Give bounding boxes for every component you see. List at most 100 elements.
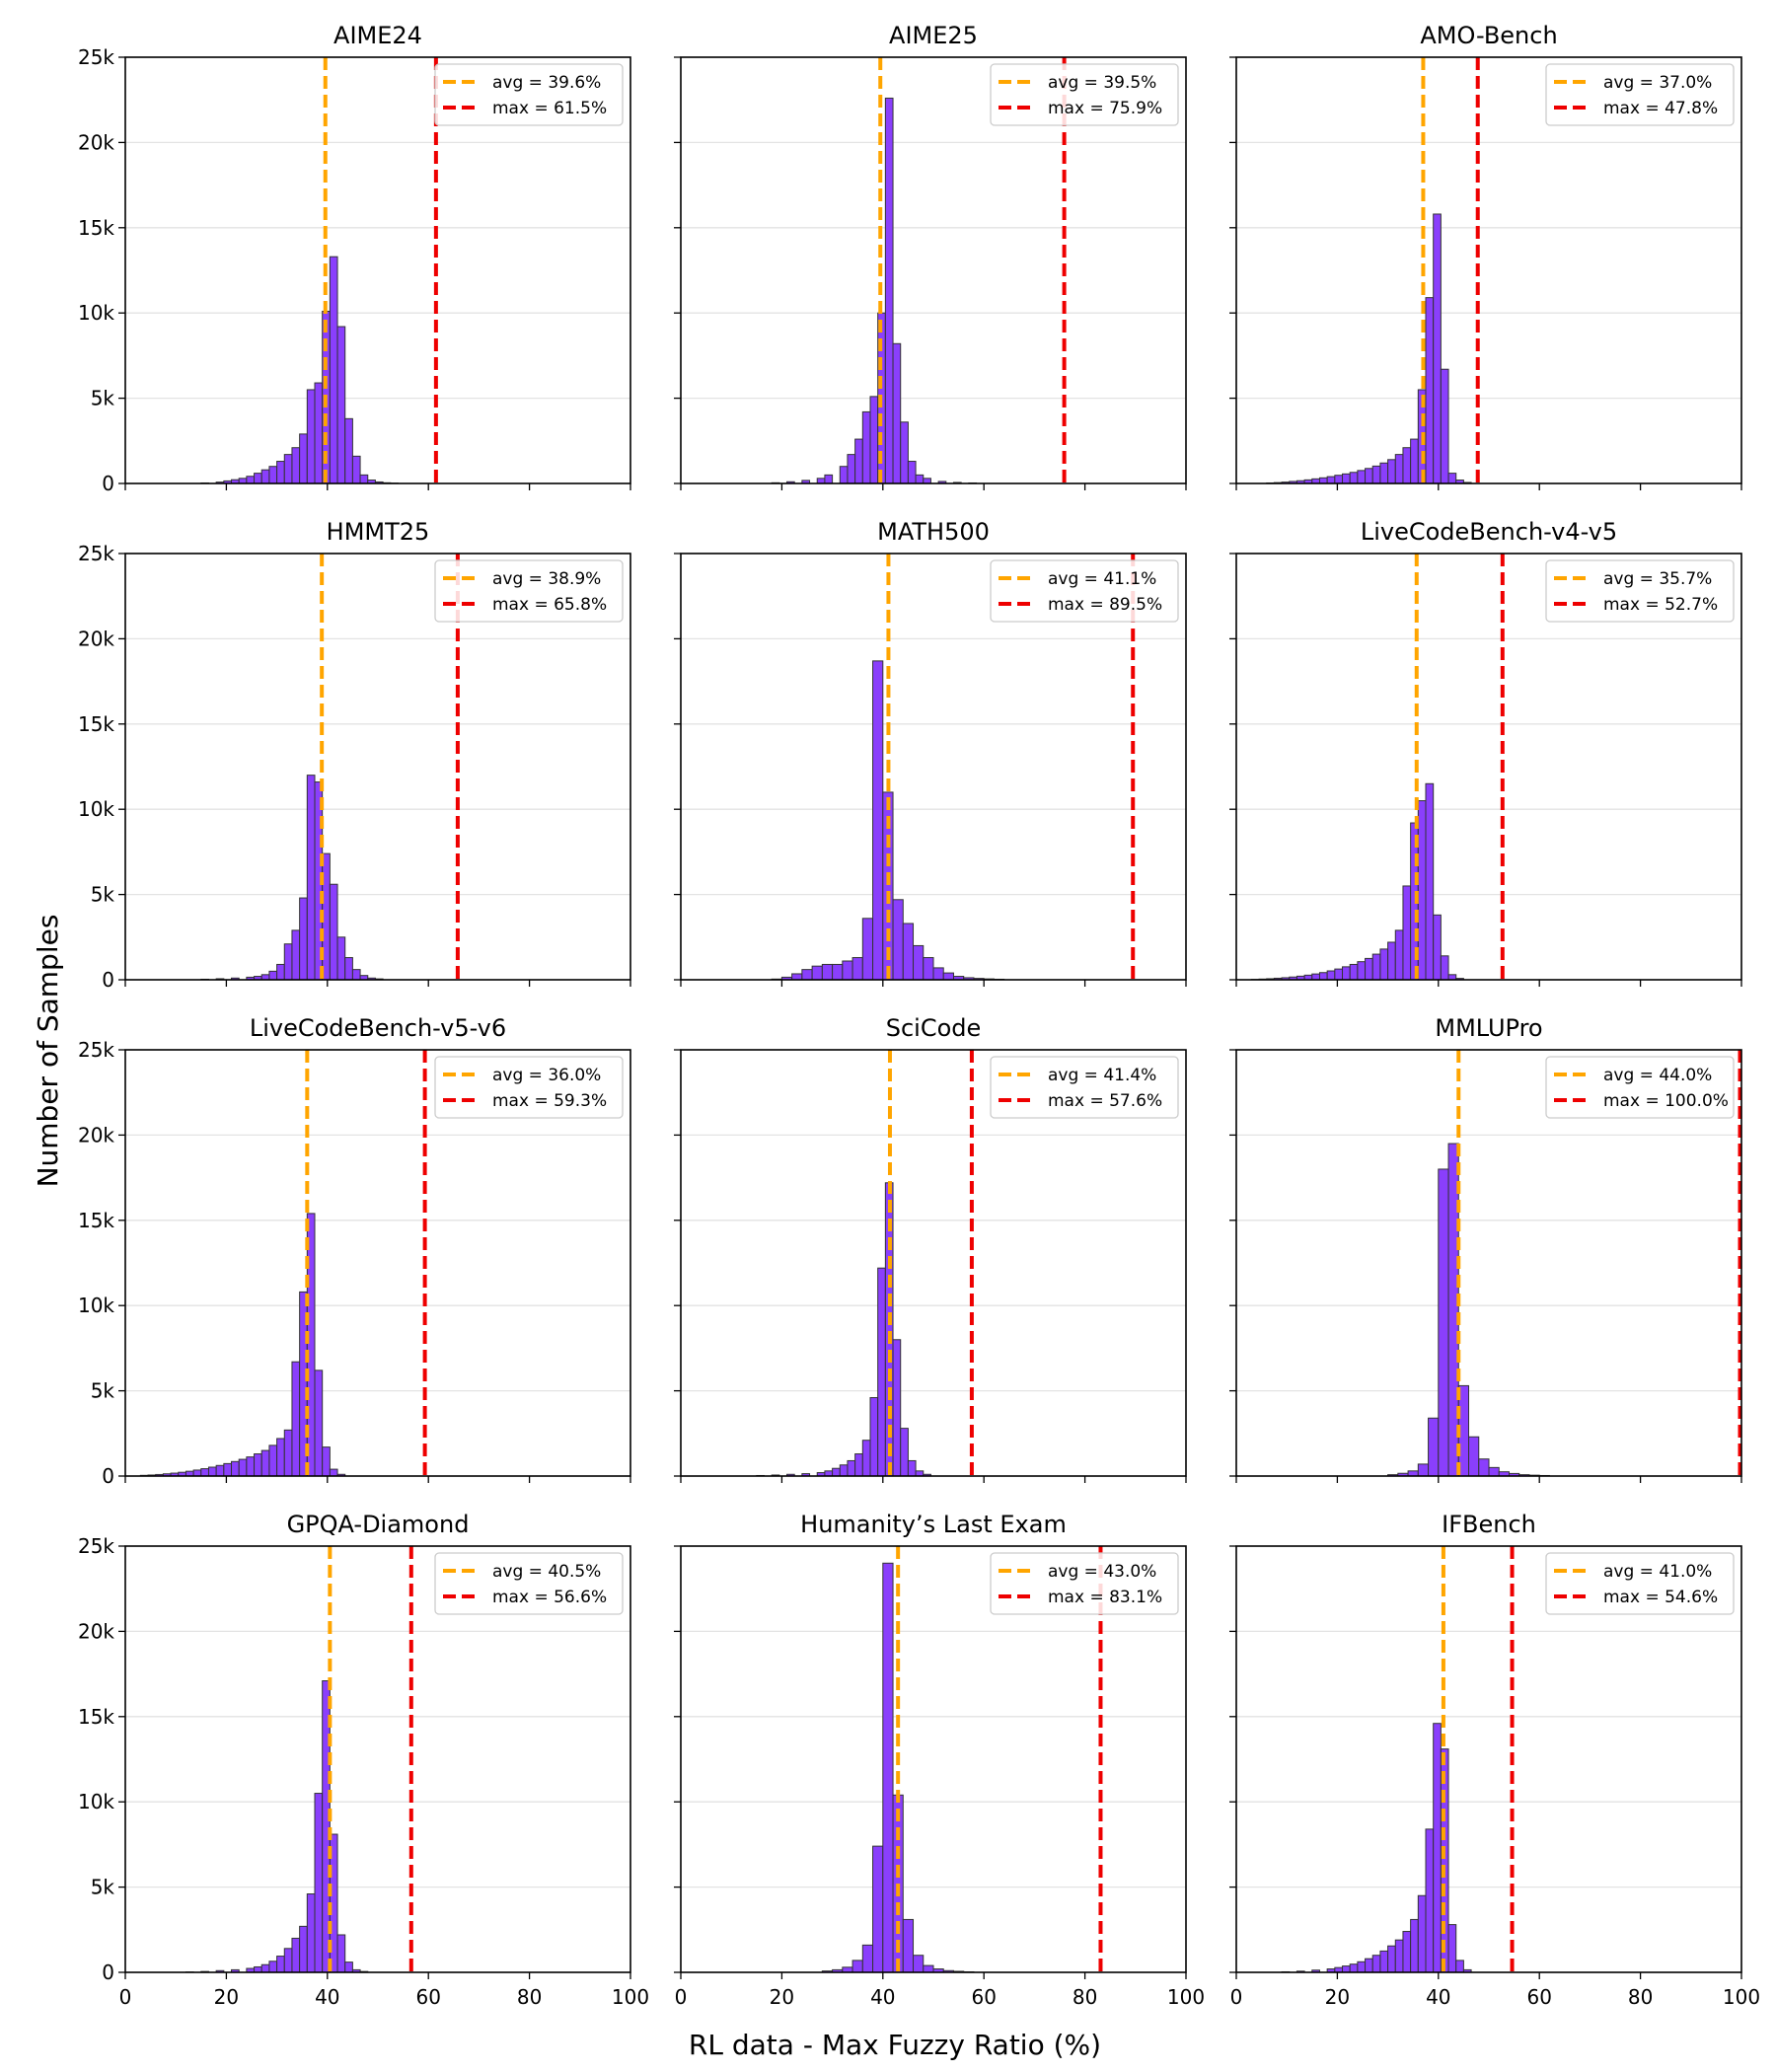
histogram-bar: [1417, 1894, 1427, 1972]
panel-title: MMLUPro: [1435, 1014, 1542, 1042]
histogram-bar: [1365, 957, 1373, 980]
histogram-bar: [832, 963, 844, 980]
histogram-bar: [1433, 213, 1442, 483]
histogram-bar: [283, 454, 293, 483]
histogram-bar: [824, 474, 834, 483]
histogram-bar: [942, 972, 954, 980]
histogram-bar: [791, 973, 803, 980]
histogram-bar: [223, 1462, 233, 1476]
histogram-bar: [351, 455, 361, 483]
histogram-bar: [847, 454, 856, 483]
histogram-bar: [1326, 476, 1336, 483]
legend: avg = 41.4% max = 57.6%: [990, 1056, 1179, 1119]
histogram-bar: [231, 1460, 240, 1476]
histogram-bar: [291, 447, 301, 483]
histogram-bar: [268, 1444, 278, 1476]
bars: [185, 1680, 369, 1972]
axes-frame: [124, 1049, 631, 1477]
histogram-bar: [306, 389, 316, 483]
legend-max-label: max = 56.6%: [492, 1588, 607, 1607]
legend-max-label: max = 83.1%: [1048, 1588, 1162, 1607]
histogram-bar: [336, 1934, 346, 1972]
histogram-bar: [869, 1397, 879, 1476]
axes-frame: [680, 553, 1187, 981]
histogram-bar: [1342, 1965, 1351, 1972]
legend-max-label: max = 65.8%: [492, 595, 607, 615]
legend-box: [990, 63, 1179, 126]
legend-box: [990, 1552, 1179, 1615]
histogram-bar: [861, 1944, 874, 1972]
histogram-bar: [884, 97, 894, 483]
legend-avg-label: avg = 37.0%: [1603, 73, 1712, 93]
figure-x-axis-label: RL data - Max Fuzzy Ratio (%): [689, 2029, 1101, 2061]
histogram-bar: [892, 899, 904, 980]
legend-box: [1545, 1056, 1735, 1119]
y-tick-label: 10k: [78, 1790, 114, 1813]
histogram-bar: [283, 1948, 293, 1972]
y-tick-label: 25k: [78, 1534, 114, 1558]
histogram-bar: [1387, 941, 1396, 980]
histogram-bar: [1478, 1458, 1490, 1476]
histogram-bar: [344, 417, 353, 483]
histogram-bar: [861, 1440, 871, 1476]
axes-frame: [124, 56, 631, 484]
x-tick-label: 40: [1426, 1985, 1450, 2009]
panel-0: AIME24 0 5k 10k 15k 20k 25k avg = 39.6% max = 61…: [78, 22, 631, 495]
legend-box: [434, 559, 624, 623]
panel-9: GPQA-Diamond 0 5k 10k 15k 20k 25k 0 20 40 60 80 100 a…: [78, 1511, 649, 2009]
histogram-bar: [900, 421, 909, 483]
histogram-bar: [238, 1458, 248, 1476]
histogram-bar: [900, 1428, 909, 1476]
x-tick-label: 100: [1167, 1985, 1205, 2009]
histogram-bar: [246, 476, 256, 483]
histogram-bar: [336, 326, 346, 483]
bars: [1281, 1723, 1472, 1972]
histogram-bar: [200, 1468, 209, 1476]
histogram-bar: [299, 897, 308, 980]
legend-avg-label: avg = 41.0%: [1603, 1562, 1712, 1582]
legend-avg-label: avg = 39.5%: [1048, 73, 1156, 93]
axes-frame: [1235, 1049, 1742, 1477]
y-tick-label: 5k: [91, 387, 115, 410]
y-tick-label: 25k: [78, 542, 114, 565]
legend-max-label: max = 89.5%: [1048, 595, 1162, 615]
histogram-bar: [254, 1453, 262, 1476]
y-tick-label: 0: [102, 1464, 114, 1488]
histogram-bar: [260, 1449, 270, 1476]
histogram-bar: [932, 967, 944, 980]
legend-max-label: max = 57.6%: [1048, 1091, 1162, 1111]
legend: avg = 43.0% max = 83.1%: [990, 1552, 1179, 1615]
histogram-bar: [1349, 472, 1359, 483]
histogram-bar: [246, 1456, 256, 1476]
panel-7: SciCode avg = 41.4% max = 57.6%: [674, 1014, 1187, 1483]
panel-1: AIME25 avg = 39.5% max = 75.9%: [674, 22, 1187, 490]
histogram-bar: [915, 1470, 925, 1476]
y-tick-label: 20k: [78, 130, 114, 154]
x-tick-label: 20: [770, 1985, 794, 2009]
x-tick-label: 20: [1325, 1985, 1350, 2009]
panel-title: LiveCodeBench-v4-v5: [1361, 518, 1617, 546]
histogram-bar: [336, 936, 346, 980]
x-tick-label: 40: [870, 1985, 895, 2009]
legend: avg = 40.5% max = 56.6%: [434, 1552, 624, 1615]
histogram-bar: [861, 918, 874, 980]
panel-8: MMLUPro avg = 44.0% max = 100.0%: [1229, 1014, 1742, 1483]
histogram-bar: [902, 923, 915, 980]
histogram-bar: [913, 1955, 925, 1972]
y-tick-label: 10k: [78, 1294, 114, 1317]
histogram-bar: [923, 478, 931, 483]
histogram-bar: [872, 660, 884, 980]
histogram-bar: [869, 396, 879, 483]
legend: avg = 37.0% max = 47.8%: [1545, 63, 1735, 126]
y-tick-label: 5k: [91, 883, 115, 907]
histogram-bar: [344, 1961, 353, 1972]
histogram-bar: [1417, 1463, 1430, 1476]
histogram-bar: [260, 469, 270, 483]
histogram-bar: [923, 1964, 934, 1972]
histogram-bar: [276, 1438, 285, 1476]
histogram-bar: [192, 1469, 202, 1476]
panel-title: IFBench: [1442, 1511, 1536, 1538]
legend-avg-label: avg = 40.5%: [492, 1562, 601, 1582]
legend-avg-label: avg = 36.0%: [492, 1066, 601, 1085]
